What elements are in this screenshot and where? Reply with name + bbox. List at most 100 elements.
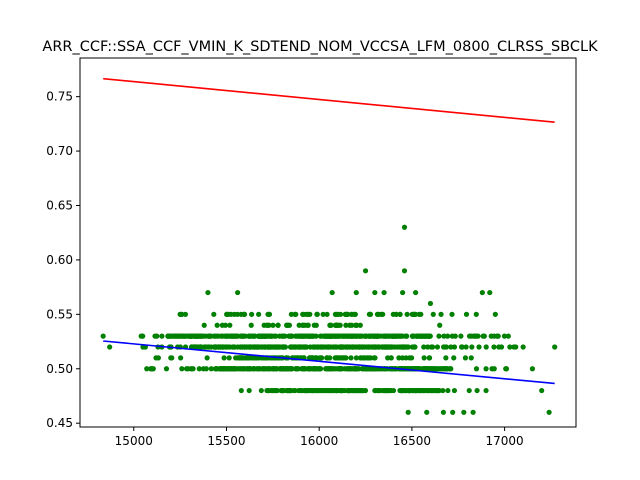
data-point [203,366,209,372]
y-tick-label: 0.75 [46,90,73,104]
data-point [197,344,204,350]
data-point [505,333,511,339]
data-point [228,311,234,317]
data-point [311,366,317,372]
data-point [402,344,408,350]
data-point [480,333,486,339]
data-point [303,387,309,394]
data-point [310,344,316,350]
data-point [307,366,313,372]
data-point [332,311,339,317]
data-point [378,311,384,317]
data-point [438,311,444,317]
data-point [300,322,306,328]
data-point [473,366,480,372]
data-point [317,355,323,361]
data-point [182,311,189,317]
data-point [225,366,231,372]
data-point [451,344,458,350]
data-point [202,333,208,339]
data-point [442,344,448,350]
data-point [302,344,308,350]
data-point [342,344,349,350]
data-point [208,366,214,372]
data-point [258,387,264,394]
data-point [452,333,458,339]
data-point [397,311,403,317]
data-point [280,366,286,372]
data-point [313,355,319,361]
data-point [268,344,274,350]
data-point [539,387,545,394]
data-point [211,311,217,317]
data-point [218,333,224,339]
data-point [443,355,449,361]
data-point [237,344,243,350]
data-point [100,333,106,339]
data-point [434,344,441,350]
chart-title: ARR_CCF::SSA_CCF_VMIN_K_SDTEND_NOM_VCCSA… [42,39,598,55]
data-point [336,366,342,372]
data-point [421,333,428,339]
data-point [329,333,335,339]
data-point [469,344,475,350]
data-point [374,311,381,317]
data-point [448,344,454,350]
data-point [256,333,262,339]
data-point [331,366,338,372]
data-point [213,366,219,372]
data-point [501,333,508,339]
data-point [276,333,283,339]
data-point [503,366,510,372]
data-point [430,311,436,317]
data-point [353,322,360,328]
data-point [314,311,320,317]
data-point [184,366,190,372]
data-point [426,333,432,339]
data-point [451,355,457,361]
data-point [357,387,364,394]
data-point [412,344,418,350]
data-point [362,387,368,394]
y-tick-label: 0.70 [46,144,73,158]
data-point [403,355,409,361]
data-point [320,311,326,317]
data-point [353,344,359,350]
data-point [401,268,408,274]
data-point [429,344,436,350]
data-point [404,311,410,317]
data-point [168,333,175,339]
data-point [487,289,493,296]
data-point [218,344,224,350]
data-point [271,366,277,372]
data-point [345,387,352,394]
data-point [260,333,266,339]
data-point [421,355,427,361]
data-point [256,311,262,317]
data-point [196,366,202,372]
data-point [302,333,308,339]
data-point [366,311,372,317]
data-point [214,322,220,328]
data-point [265,366,271,372]
data-point [337,311,344,317]
x-tick-label: 16500 [393,434,431,448]
data-point [426,387,432,394]
data-point [330,344,336,350]
data-point [461,409,467,415]
data-point [226,355,232,361]
data-point [320,387,327,394]
data-point [214,333,220,339]
y-axis: 0.45 0.50 0.55 0.60 0.65 0.70 0.75 [46,90,80,430]
points-layer [100,224,558,415]
data-point [280,387,286,394]
data-point [448,366,454,372]
data-point [239,355,245,361]
data-point [285,322,291,328]
data-point [349,333,355,339]
data-point [284,387,291,394]
data-point [358,355,364,361]
data-point [372,344,378,350]
data-point [277,344,283,350]
